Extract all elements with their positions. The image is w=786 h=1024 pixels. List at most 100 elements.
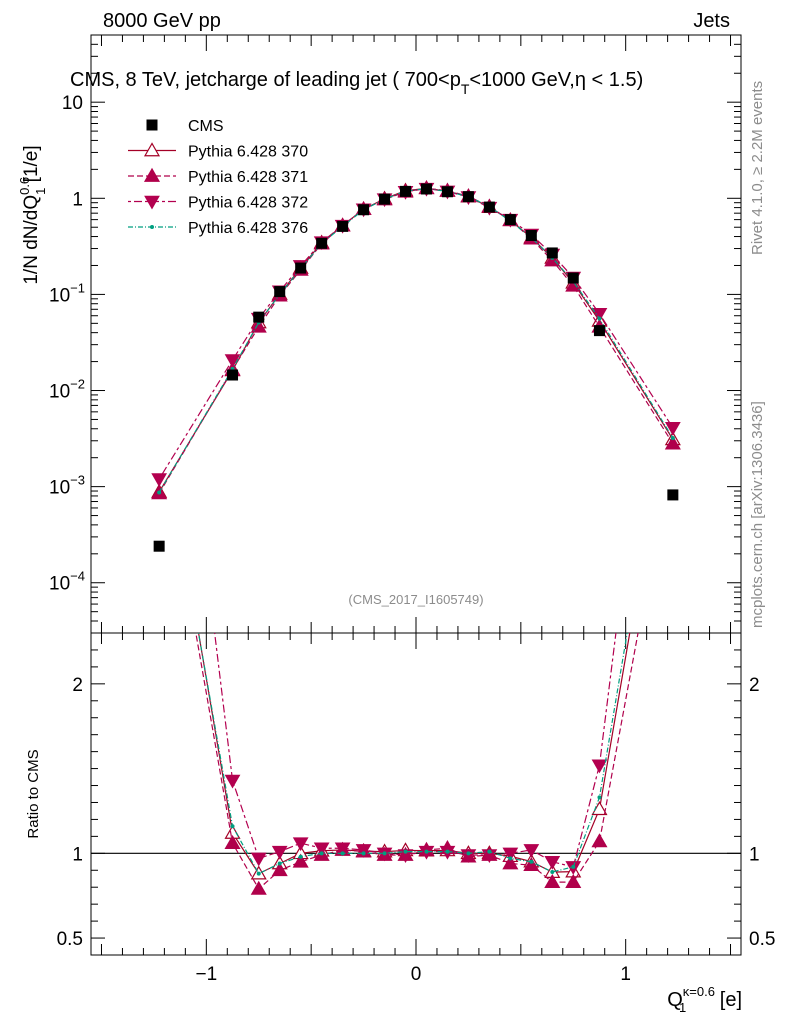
legend-marker [144,195,160,210]
ratio-y-tick-label-right: 0.5 [749,929,775,950]
legend-marker [150,225,154,229]
plot-title: CMS, 8 TeV, jetcharge of leading jet ( 7… [70,69,643,97]
ratio-y-tick-label: 0.5 [57,929,83,950]
data-point-0 [546,247,558,259]
y-axis-label-main: 1/N dN/dQ0.61 [1/e] [17,145,48,284]
legend-label: Pythia 6.428 370 [188,144,308,161]
legend-marker [143,167,161,182]
ratio-point-3 [502,847,519,862]
x-tick-label: 0 [411,964,422,985]
ratio-point-4 [382,851,387,856]
data-point-0 [525,230,537,242]
ratio-point-4 [298,854,303,859]
ratio-point-4 [445,849,450,854]
ratio-point-4 [529,859,534,864]
data-point-4 [597,316,602,321]
ratio-point-3 [292,837,309,852]
ratio-point-2 [250,880,267,895]
ratio-point-4 [597,795,602,800]
ratio-point-2 [292,853,309,868]
ratio-point-4 [403,849,408,854]
y-axis-label-ratio: Ratio to CMS [25,749,42,838]
data-point-0 [441,186,453,198]
data-point-0 [253,311,265,323]
data-point-0 [400,185,412,197]
legend-label: Pythia 6.428 371 [188,169,308,186]
main-y-tick-label: 10 [62,93,83,114]
ratio-layer [152,170,680,895]
legend-label: Pythia 6.428 376 [188,220,308,237]
ratio-point-3 [224,774,241,789]
data-point-0 [483,201,495,213]
x-axis-label: Qκ=0.6 1 [e] [667,984,742,1015]
ratio-point-4 [466,851,471,856]
ratio-point-4 [424,849,429,854]
ratio-point-2 [591,833,608,848]
main-y-tick-label: 10−4 [49,569,85,595]
ratio-point-2 [544,873,561,888]
data-point-0 [316,237,328,249]
ratio-y-tick-label: 2 [72,675,83,696]
ratio-point-4 [157,407,161,411]
ratio-point-3 [666,170,680,182]
data-point-0 [504,214,516,226]
data-point-0 [593,325,605,337]
analysis-watermark: (CMS_2017_I1605749) [348,592,483,607]
ratio-point-4 [230,824,235,829]
legend-label: CMS [188,118,224,135]
main-y-tick-label: 10−2 [49,377,85,403]
legend-label: Pythia 6.428 372 [188,195,308,212]
x-tick-label: −1 [195,964,217,985]
ratio-point-4 [319,851,324,856]
ratio-point-4 [277,861,282,866]
ratio-point-2 [152,416,166,428]
ratio-point-1 [666,375,680,387]
data-point-0 [295,262,307,274]
main-y-tick-label: 10−1 [49,280,85,306]
ratio-point-4 [508,856,513,861]
mcplots-label: mcplots.cern.ch [arXiv:1306.3436] [749,401,766,628]
legend-marker [146,119,158,131]
ratio-point-3 [334,842,351,857]
ratio-point-4 [340,851,345,856]
ratio-frame [90,632,742,956]
data-point-0 [227,369,239,381]
ratio-point-3 [271,845,288,860]
ratio-point-2 [565,873,582,888]
main-y-tick-label: 10−3 [49,473,85,499]
ratio-point-2 [224,834,241,849]
data-point-0 [153,540,165,552]
ratio-point-3 [523,844,540,858]
ratio-point-2 [271,862,288,877]
ratio-point-4 [550,869,555,874]
ratio-point-4 [487,849,492,854]
ratio-point-3 [591,759,608,774]
data-point-0 [567,272,579,284]
ratio-point-4 [361,851,366,856]
ratio-point-4 [256,871,261,876]
data-point-0 [337,220,349,232]
data-point-0 [420,183,432,195]
data-point-0 [462,191,474,203]
header-right: Jets [693,10,730,32]
ratio-point-3 [313,842,330,857]
ratio-point-1 [152,394,166,406]
data-point-0 [274,286,286,298]
legend: CMS Pythia 6.428 370 Pythia 6.428 371 Pythi… [128,118,308,237]
main-y-tick-label: 1 [72,189,83,210]
ratio-point-2 [502,855,519,870]
axis-ticks: 10 1 10−1 10−2 10−3 10−4 −1 0 1 2 2 1 1 0.5 0.5 [49,34,775,985]
data-point-0 [358,204,370,216]
data-point-2 [664,435,681,450]
data-point-4 [670,436,675,441]
data-point-3 [151,473,168,488]
data-point-4 [157,490,162,495]
ratio-point-2 [523,856,540,872]
ratio-point-4 [671,360,675,364]
ratio-y-tick-label-right: 2 [749,675,760,696]
x-tick-label: 1 [620,964,631,985]
header-left: 8000 GeV pp [103,10,221,32]
ratio-point-4 [571,864,576,869]
ratio-y-tick-label-right: 1 [749,844,760,865]
